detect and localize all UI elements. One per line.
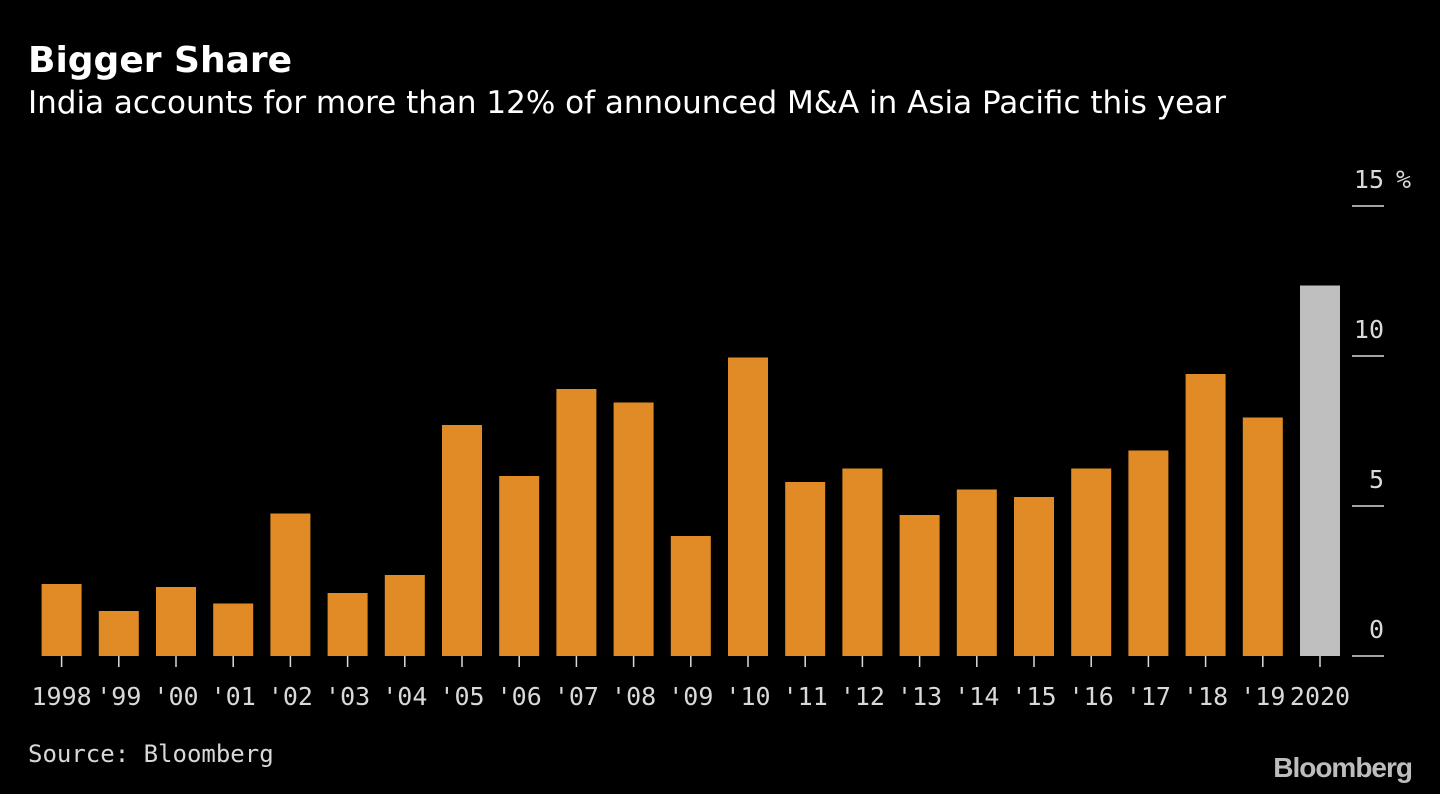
x-axis: 1998'99 '00 '01 '02 '03 '04 '05 '06 '07 '08 '09 '10… (31, 656, 1350, 711)
bar-00 (156, 587, 196, 656)
x-tick-label: '13 (897, 682, 942, 711)
x-tick-label: '02 (268, 682, 313, 711)
x-tick-label: '06 (497, 682, 542, 711)
bar-10 (728, 357, 768, 656)
bloomberg-logo: Bloomberg (1273, 752, 1413, 783)
x-tick-label: '03 (325, 682, 370, 711)
x-tick-label: '11 (783, 682, 828, 711)
y-tick-label: 15 (1354, 165, 1384, 194)
bar-1998 (41, 584, 82, 656)
x-tick-label: '19 (1240, 682, 1285, 711)
bar-04 (384, 575, 425, 656)
bar-07 (556, 389, 597, 656)
y-tick-label: 5 (1369, 465, 1384, 494)
x-tick-label: '04 (382, 682, 427, 711)
bar-14 (956, 489, 997, 656)
bars-group (41, 285, 1340, 656)
x-tick-label: '16 (1069, 682, 1114, 711)
bar-2020 (1300, 285, 1340, 656)
x-tick-label: '18 (1183, 682, 1228, 711)
x-tick-label: '00 (153, 682, 198, 711)
bar-16 (1071, 468, 1112, 656)
bar-19 (1242, 417, 1283, 656)
bar-02 (270, 513, 311, 656)
x-tick-label: '14 (954, 682, 999, 711)
bar-08 (613, 402, 654, 656)
bar-05 (442, 425, 482, 656)
source-note: Source: Bloomberg (28, 740, 274, 768)
x-tick-label: '99 (96, 682, 141, 711)
y-unit-label: % (1396, 165, 1411, 194)
x-tick-label: '07 (554, 682, 599, 711)
y-tick-label: 10 (1354, 315, 1384, 344)
x-tick-label: '08 (611, 682, 656, 711)
x-tick-label: '12 (840, 682, 885, 711)
bar-11 (785, 482, 826, 656)
bar-99 (98, 611, 139, 656)
x-tick-label: 1998 (31, 682, 91, 711)
chart-title: Bigger Share (28, 40, 293, 81)
bar-15 (1014, 497, 1054, 656)
x-tick-label: '05 (439, 682, 484, 711)
x-tick-label: '09 (668, 682, 713, 711)
y-axis: 0 5 10 15% (1352, 165, 1411, 657)
bar-01 (213, 603, 254, 656)
y-tick-label: 0 (1369, 615, 1384, 644)
bar-09 (670, 536, 711, 656)
x-tick-label: '10 (725, 682, 770, 711)
bar-17 (1128, 450, 1169, 656)
x-tick-label: '15 (1011, 682, 1056, 711)
bar-12 (842, 468, 883, 656)
bar-13 (899, 515, 940, 656)
bar-18 (1185, 374, 1226, 656)
bar-03 (327, 593, 368, 656)
x-tick-label: '01 (211, 682, 256, 711)
bar-06 (499, 476, 540, 656)
x-tick-label: '17 (1126, 682, 1171, 711)
chart-subtitle: India accounts for more than 12% of anno… (28, 85, 1226, 121)
x-tick-label: 2020 (1290, 682, 1350, 711)
